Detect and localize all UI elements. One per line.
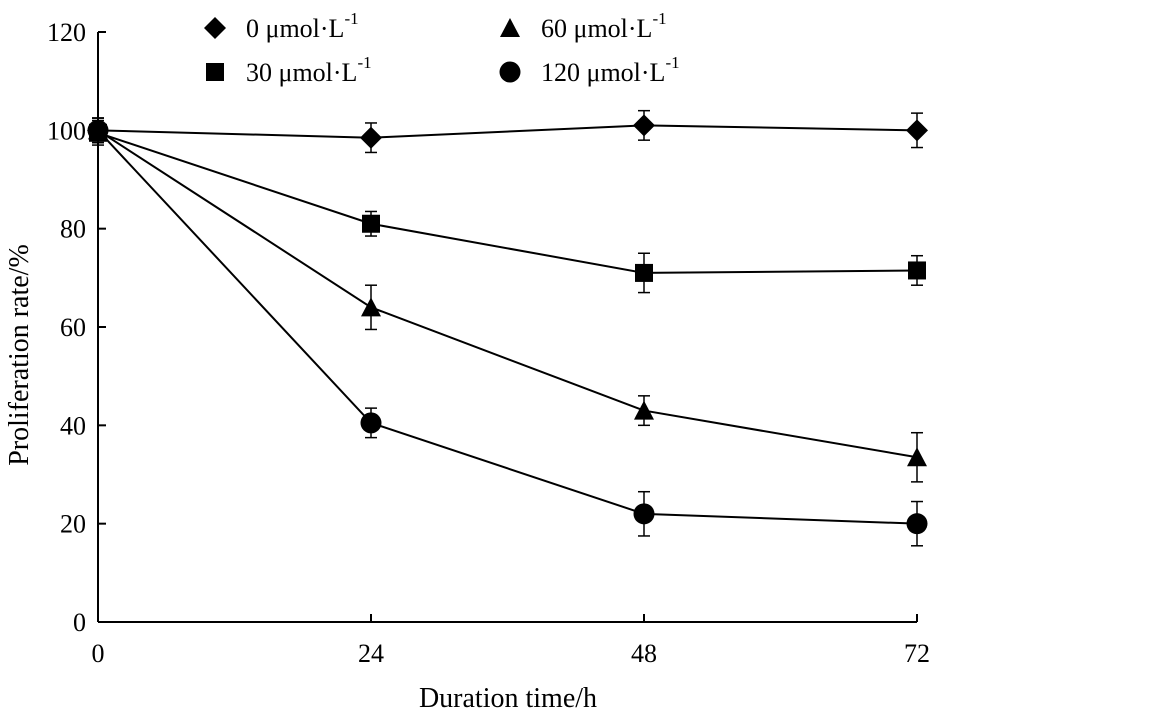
y-tick-label: 40 — [60, 411, 86, 440]
y-tick-label: 0 — [73, 608, 86, 637]
legend-marker-diamond — [204, 17, 226, 39]
ticks: 0 20 40 60 80 100 120 0 24 48 72 — [47, 18, 930, 668]
series-line — [97, 129, 918, 459]
data-point-circle — [87, 119, 109, 141]
series-line — [97, 129, 918, 525]
data-point-diamond — [360, 126, 382, 149]
legend-label: 0 μmol·L-1 — [246, 9, 359, 43]
legend-marker-square — [206, 63, 224, 81]
y-axis-label: Proliferation rate/% — [4, 244, 35, 466]
x-tick-label: 0 — [92, 639, 105, 668]
data-point-circle — [906, 513, 928, 535]
axes — [97, 32, 917, 623]
x-tick-label: 72 — [904, 639, 930, 668]
series-circle — [87, 117, 928, 547]
legend-marker-circle — [499, 61, 521, 83]
y-tick-label: 120 — [47, 18, 86, 47]
legend-item: 60 μmol·L-1 — [500, 9, 667, 43]
data-point-square — [635, 263, 653, 282]
legend-label-superscript: -1 — [357, 53, 371, 72]
y-tick-label: 20 — [60, 510, 86, 539]
y-tick-label: 100 — [47, 116, 86, 145]
data-point-triangle — [907, 447, 927, 467]
series-line — [97, 124, 918, 139]
series-line — [97, 131, 918, 274]
data-point-diamond — [633, 114, 655, 137]
data-point-square — [362, 214, 380, 233]
y-tick-label: 80 — [60, 215, 86, 244]
legend-label: 30 μmol·L-1 — [246, 53, 372, 87]
legend-label-superscript: -1 — [652, 9, 666, 28]
data-point-circle — [360, 412, 382, 434]
x-axis-label: Duration time/h — [419, 683, 597, 714]
data-point-square — [908, 261, 926, 280]
series-group — [87, 109, 928, 547]
legend-item: 120 μmol·L-1 — [499, 53, 680, 87]
series-diamond — [87, 109, 928, 154]
y-tick-label: 60 — [60, 313, 86, 342]
x-tick-label: 24 — [358, 639, 384, 668]
legend-item: 0 μmol·L-1 — [204, 9, 359, 43]
legend-label: 120 μmol·L-1 — [541, 53, 680, 87]
legend: 0 μmol·L-1 30 μmol·L-1 60 μmol·L-1 120 μmol… — [204, 9, 680, 87]
data-point-triangle — [634, 400, 654, 420]
data-point-circle — [633, 503, 655, 525]
legend-label-superscript: -1 — [665, 53, 679, 72]
legend-label: 60 μmol·L-1 — [541, 9, 667, 43]
legend-item: 30 μmol·L-1 — [206, 53, 372, 87]
series-triangle — [88, 117, 927, 483]
x-tick-label: 48 — [631, 639, 657, 668]
data-point-triangle — [361, 297, 381, 317]
legend-marker-triangle — [500, 18, 520, 37]
data-point-diamond — [906, 119, 928, 142]
legend-label-superscript: -1 — [344, 9, 358, 28]
